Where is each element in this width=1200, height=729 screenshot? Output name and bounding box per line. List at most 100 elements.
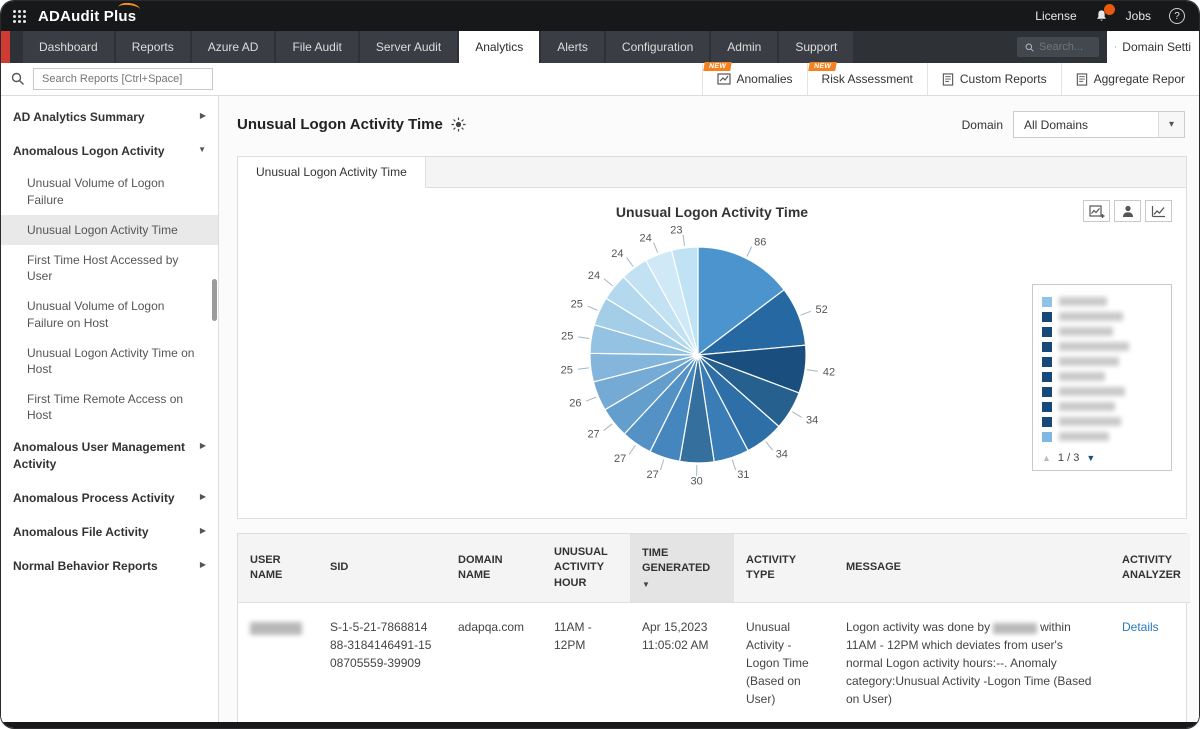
nav-tab-dashboard[interactable]: Dashboard: [23, 31, 114, 63]
sun-icon[interactable]: [451, 117, 466, 132]
app-logo[interactable]: ADAudit Plus: [38, 7, 137, 25]
column-header-time-generated[interactable]: TIME GENERATED ▼: [630, 534, 734, 604]
report-tabs: NEW Anomalies NEW Risk Assessment Custom Rep…: [701, 62, 1200, 95]
legend-item[interactable]: [1042, 429, 1162, 444]
column-header-domain-name[interactable]: DOMAIN NAME: [446, 534, 542, 604]
details-link[interactable]: Details: [1122, 620, 1159, 635]
tab-unusual-logon-activity-time[interactable]: Unusual Logon Activity Time: [238, 157, 426, 188]
trend-view-button[interactable]: [1145, 200, 1172, 222]
legend-page-down-icon[interactable]: ▼: [1086, 453, 1096, 463]
redacted-legend-label: [1059, 297, 1107, 306]
legend-item[interactable]: [1042, 399, 1162, 414]
search-reports-input[interactable]: [33, 68, 213, 90]
sidebar-section-anomalous-logon-activity[interactable]: Anomalous Logon Activity ▼: [13, 144, 206, 159]
pie-label-line: [577, 367, 589, 370]
new-badge: NEW: [807, 62, 837, 71]
nav-tab-reports[interactable]: Reports: [115, 31, 190, 63]
nav-tab-azure-ad[interactable]: Azure AD: [191, 31, 275, 63]
redacted-legend-label: [1059, 312, 1123, 321]
legend-item[interactable]: [1042, 324, 1162, 339]
legend-item[interactable]: [1042, 384, 1162, 399]
report-tab-risk-assessment[interactable]: NEW Risk Assessment: [806, 62, 927, 95]
jobs-link[interactable]: Jobs: [1125, 9, 1151, 23]
pie-slice[interactable]: [670, 246, 699, 356]
nav-tab-alerts[interactable]: Alerts: [541, 31, 604, 63]
chevron-down-icon: ▼: [198, 145, 206, 155]
sidebar-scrollbar[interactable]: [212, 279, 217, 321]
column-header-activity-analyzer[interactable]: ACTIVITY ANALYZER: [1110, 534, 1190, 604]
pie-value-label: 34: [776, 449, 788, 461]
column-header-user-name[interactable]: USER NAME: [238, 534, 318, 604]
sidebar-section-normal-behavior-reports[interactable]: Normal Behavior Reports ▶: [13, 559, 206, 574]
redacted-user-name: [250, 621, 302, 635]
report-tab-aggregate-repor[interactable]: Aggregate Repor: [1060, 63, 1199, 95]
nav-tab-analytics[interactable]: Analytics: [459, 31, 540, 63]
notifications-bell-icon[interactable]: [1095, 4, 1115, 23]
sidebar-section-anomalous-process-activity[interactable]: Anomalous Process Activity ▶: [13, 490, 206, 505]
global-search[interactable]: [1017, 37, 1099, 57]
nav-tab-configuration[interactable]: Configuration: [605, 31, 710, 63]
user-name-cell: [238, 603, 318, 722]
sidebar-section-anomalous-file-activity[interactable]: Anomalous File Activity ▶: [13, 525, 206, 539]
pie-label-line: [659, 459, 665, 471]
legend-swatch: [1042, 341, 1052, 352]
domain-settings-button[interactable]: Domain Setti: [1107, 31, 1199, 63]
legend-item[interactable]: [1042, 309, 1162, 324]
help-icon[interactable]: ?: [1169, 8, 1185, 24]
global-search-input[interactable]: [1039, 41, 1091, 53]
nav-tabs: Dashboard Reports Azure AD File Audit Server…: [23, 31, 854, 63]
message-cell: Logon activity was done by within 11AM - …: [846, 620, 1092, 707]
apps-grid-icon[interactable]: [13, 9, 26, 23]
sidebar-item-unusual-volume-of-logon-failure-on-host[interactable]: Unusual Volume of Logon Failure on Host: [27, 299, 165, 330]
legend-item[interactable]: [1042, 294, 1162, 309]
column-header-sid[interactable]: SID: [318, 534, 446, 604]
sidebar-section-ad-analytics-summary[interactable]: AD Analytics Summary ▶: [13, 110, 206, 124]
pie-value-label: 23: [670, 225, 682, 237]
legend-swatch: [1042, 416, 1052, 427]
domain-select[interactable]: All Domains ▾: [1013, 111, 1185, 138]
topbar: ADAudit Plus License Jobs ?: [1, 1, 1199, 31]
redacted-legend-label: [1059, 417, 1121, 426]
legend-item[interactable]: [1042, 369, 1162, 384]
brand-accent-bar: [1, 31, 10, 63]
bottom-bar: [1, 722, 1199, 728]
user-icon: [1122, 205, 1133, 217]
column-header-unusual-activity-hour[interactable]: UNUSUAL ACTIVITY HOUR: [542, 534, 630, 604]
nav-tab-file-audit[interactable]: File Audit: [276, 31, 358, 63]
sidebar-item-unusual-logon-activity-time[interactable]: Unusual Logon Activity Time: [1, 214, 218, 245]
domain-name-cell: adapqa.com: [458, 620, 525, 635]
pie-label-line: [578, 336, 590, 339]
redacted-legend-label: [1059, 387, 1125, 396]
user-view-button[interactable]: [1114, 200, 1141, 222]
legend-item[interactable]: [1042, 354, 1162, 369]
legend-page-up-icon[interactable]: ▲: [1042, 453, 1051, 463]
column-header-activity-type[interactable]: ACTIVITY TYPE: [734, 534, 834, 604]
pie-value-label: 25: [561, 331, 573, 343]
pie-slice[interactable]: [697, 246, 785, 357]
nav-tab-support[interactable]: Support: [779, 31, 854, 63]
pie-value-label: 25: [571, 298, 583, 310]
legend-item[interactable]: [1042, 414, 1162, 429]
column-header-message[interactable]: MESSAGE: [834, 534, 1110, 604]
sidebar-item-unusual-logon-activity-time-on-host[interactable]: Unusual Logon Activity Time on Host: [27, 345, 195, 376]
pie-value-label: 86: [754, 237, 766, 249]
license-link[interactable]: License: [1035, 9, 1077, 23]
search-reports-icon[interactable]: [11, 72, 25, 86]
nav-tab-server-audit[interactable]: Server Audit: [359, 31, 458, 63]
legend-item[interactable]: [1042, 339, 1162, 354]
chevron-right-icon: ▶: [199, 111, 206, 120]
pie-label-line: [603, 278, 613, 287]
sidebar-item-first-time-remote-access-on-host[interactable]: First Time Remote Access on Host: [27, 392, 184, 423]
results-table-card: USER NAME SID DOMAIN NAME UNUSUAL ACTIVITY …: [237, 533, 1190, 722]
report-tab-custom-reports[interactable]: Custom Reports: [926, 63, 1061, 95]
report-tab-anomalies[interactable]: NEW Anomalies: [701, 62, 807, 95]
sidebar-item-first-time-host-accessed-by-user[interactable]: First Time Host Accessed by User: [27, 252, 179, 284]
nav-tab-admin[interactable]: Admin: [711, 31, 778, 63]
export-chart-button[interactable]: [1083, 200, 1110, 222]
domain-monitor-icon: [1115, 46, 1117, 48]
pie-label-line: [746, 246, 753, 257]
pie-value-label: 27: [647, 469, 659, 481]
sidebar-section-anomalous-user-management-activity[interactable]: Anomalous User Management Activity ▶: [13, 440, 206, 471]
pie-label-line: [806, 369, 818, 372]
sidebar-item-unusual-volume-of-logon-failure[interactable]: Unusual Volume of Logon Failure: [27, 176, 165, 207]
